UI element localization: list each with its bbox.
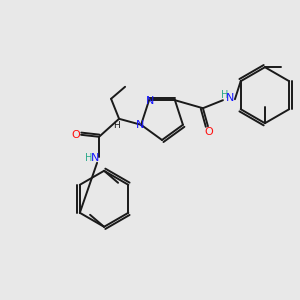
Text: O: O: [72, 130, 80, 140]
Text: N: N: [146, 96, 154, 106]
Text: O: O: [205, 127, 213, 137]
Text: N: N: [226, 93, 234, 103]
Text: H: H: [221, 90, 229, 100]
Text: N: N: [91, 153, 99, 163]
Text: N: N: [136, 120, 144, 130]
Text: H: H: [85, 153, 93, 163]
Text: H: H: [113, 121, 119, 130]
